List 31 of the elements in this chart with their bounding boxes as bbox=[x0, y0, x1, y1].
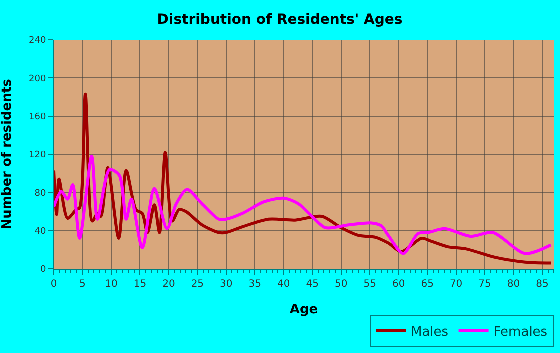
x-tick-label: 5 bbox=[80, 279, 86, 290]
x-axis-title: Age bbox=[290, 302, 318, 318]
x-tick-label: 20 bbox=[162, 279, 176, 290]
x-tick-label: 75 bbox=[478, 279, 492, 290]
line-series bbox=[54, 154, 553, 256]
y-tick-label: 80 bbox=[34, 188, 46, 199]
x-tick-label: 80 bbox=[507, 279, 520, 290]
x-tick-label: 60 bbox=[392, 279, 406, 290]
x-tick-label: 55 bbox=[364, 279, 376, 290]
x-tick-label: 85 bbox=[536, 279, 549, 290]
x-tick-label: 65 bbox=[421, 279, 434, 290]
y-tick-label: 240 bbox=[29, 36, 46, 46]
x-tick-label: 45 bbox=[306, 279, 319, 290]
x-tick-label: 30 bbox=[220, 279, 233, 290]
y-tick-label: 160 bbox=[29, 112, 46, 122]
y-tick-label: 0 bbox=[40, 265, 46, 276]
x-tick-label: 40 bbox=[278, 279, 290, 290]
legend-label: Females bbox=[494, 324, 548, 340]
x-tick-label: 70 bbox=[450, 279, 463, 290]
x-tick-label: 25 bbox=[191, 279, 204, 290]
x-tick-label: 10 bbox=[105, 279, 118, 290]
x-tick-label: 50 bbox=[334, 279, 348, 290]
x-tick-label: 35 bbox=[248, 279, 262, 290]
x-tick-label: 0 bbox=[50, 279, 58, 290]
y-tick-label: 40 bbox=[34, 226, 46, 237]
chart-title: Distribution of Residents' Ages bbox=[157, 12, 403, 28]
x-tick-label: 15 bbox=[134, 279, 147, 290]
y-axis-title: Number of residents bbox=[0, 78, 15, 230]
y-tick-label: 120 bbox=[29, 150, 46, 161]
y-tick-label: 200 bbox=[29, 74, 46, 84]
legend-label: Males bbox=[411, 324, 449, 340]
